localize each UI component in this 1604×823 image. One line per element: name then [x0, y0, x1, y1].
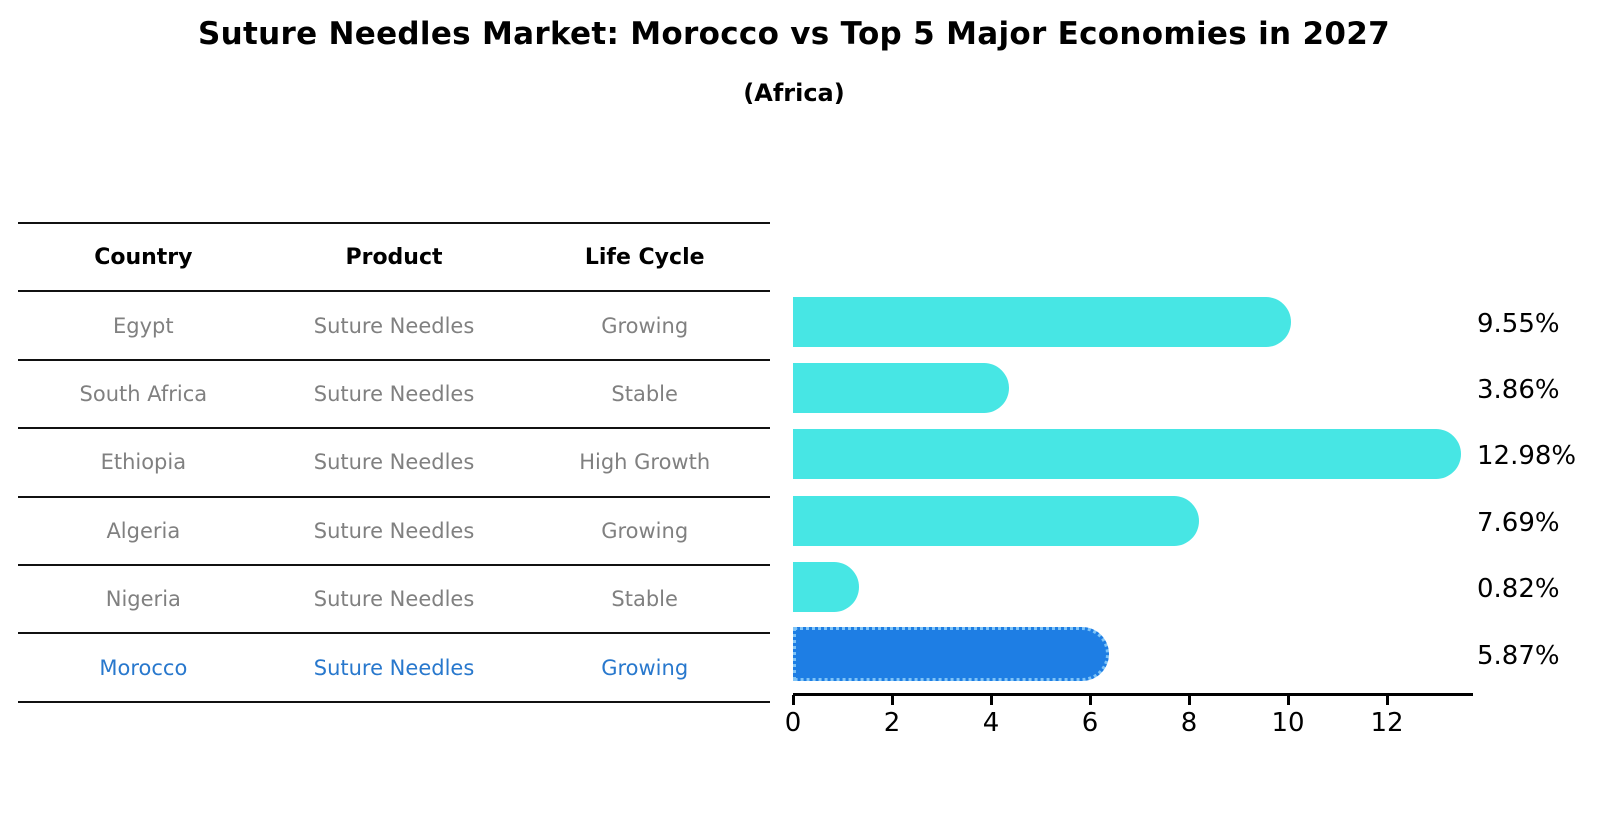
x-tick-label-0: 0: [784, 708, 802, 738]
x-tick-label-8: 8: [1180, 708, 1198, 738]
cell-country-south-africa: South Africa: [79, 381, 208, 406]
table-header-row: Country Product Life Cycle: [18, 222, 770, 290]
value-label-south-africa: 3.86%: [1477, 375, 1560, 405]
cell-product-morocco: Suture Needles: [313, 655, 475, 680]
x-tick-mark-8: [1187, 695, 1191, 705]
cell-lifecycle-egypt: Growing: [601, 313, 689, 338]
cell-lifecycle-nigeria: Stable: [611, 587, 678, 612]
value-label-egypt: 9.55%: [1477, 308, 1560, 339]
bar-morocco: [793, 626, 1109, 681]
x-tick-mark-0: [791, 695, 795, 705]
chart-subtitle: (Africa): [743, 79, 845, 107]
cell-country-nigeria: Nigeria: [105, 587, 181, 612]
table-row-egypt: Egypt Suture Needles Growing: [18, 290, 770, 358]
cell-product-nigeria: Suture Needles: [313, 587, 475, 612]
value-label-morocco: 5.87%: [1477, 640, 1560, 671]
column-header-product: Product: [345, 244, 443, 270]
x-tick-mark-6: [1088, 695, 1092, 705]
cell-product-ethiopia: Suture Needles: [313, 450, 475, 475]
cell-country-morocco: Morocco: [99, 655, 188, 680]
table-row-nigeria: Nigeria Suture Needles Stable: [18, 563, 770, 632]
column-header-country: Country: [94, 244, 193, 270]
x-tick-mark-10: [1286, 695, 1290, 705]
chart-title: Suture Needles Market: Morocco vs Top 5 …: [198, 16, 1390, 52]
x-tick-label-4: 4: [982, 708, 1000, 738]
cell-country-algeria: Algeria: [106, 518, 181, 543]
value-label-algeria: 7.69%: [1477, 507, 1560, 538]
bar-nigeria: [793, 562, 859, 613]
column-header-life-cycle: Life Cycle: [584, 244, 705, 270]
bar-egypt: [793, 296, 1291, 347]
cell-product-algeria: Suture Needles: [313, 518, 475, 543]
value-label-ethiopia: 12.98%: [1477, 441, 1577, 472]
cell-lifecycle-algeria: Growing: [601, 518, 689, 543]
cell-country-ethiopia: Ethiopia: [100, 450, 187, 475]
country-table: Country Product Life Cycle Egypt Suture Need…: [18, 222, 770, 703]
x-tick-label-12: 12: [1370, 708, 1404, 738]
cell-lifecycle-ethiopia: High Growth: [579, 450, 711, 475]
x-tick-mark-2: [890, 695, 894, 705]
value-label-nigeria: 0.82%: [1477, 574, 1560, 605]
x-tick-label-10: 10: [1271, 708, 1305, 738]
cell-product-egypt: Suture Needles: [313, 313, 475, 338]
x-tick-label-2: 2: [883, 708, 901, 738]
cell-product-south-africa: Suture Needles: [313, 381, 475, 406]
cell-country-egypt: Egypt: [113, 313, 174, 338]
table-row-south-africa: South Africa Suture Needles Stable: [18, 358, 770, 427]
cell-lifecycle-south-africa: Stable: [611, 381, 678, 406]
cell-lifecycle-morocco: Growing: [601, 655, 689, 680]
x-axis-line: [793, 693, 1473, 696]
x-tick-mark-4: [989, 695, 993, 705]
table-row-ethiopia: Ethiopia Suture Needles High Growth: [18, 427, 770, 495]
table-row-morocco: Morocco Suture Needles Growing: [18, 632, 770, 703]
bar-south-africa: [793, 363, 1010, 413]
bar-algeria: [793, 495, 1199, 546]
bar-ethiopia: [793, 429, 1461, 480]
x-tick-mark-12: [1385, 695, 1389, 705]
table-row-algeria: Algeria Suture Needles Growing: [18, 495, 770, 564]
x-tick-label-6: 6: [1081, 708, 1099, 738]
